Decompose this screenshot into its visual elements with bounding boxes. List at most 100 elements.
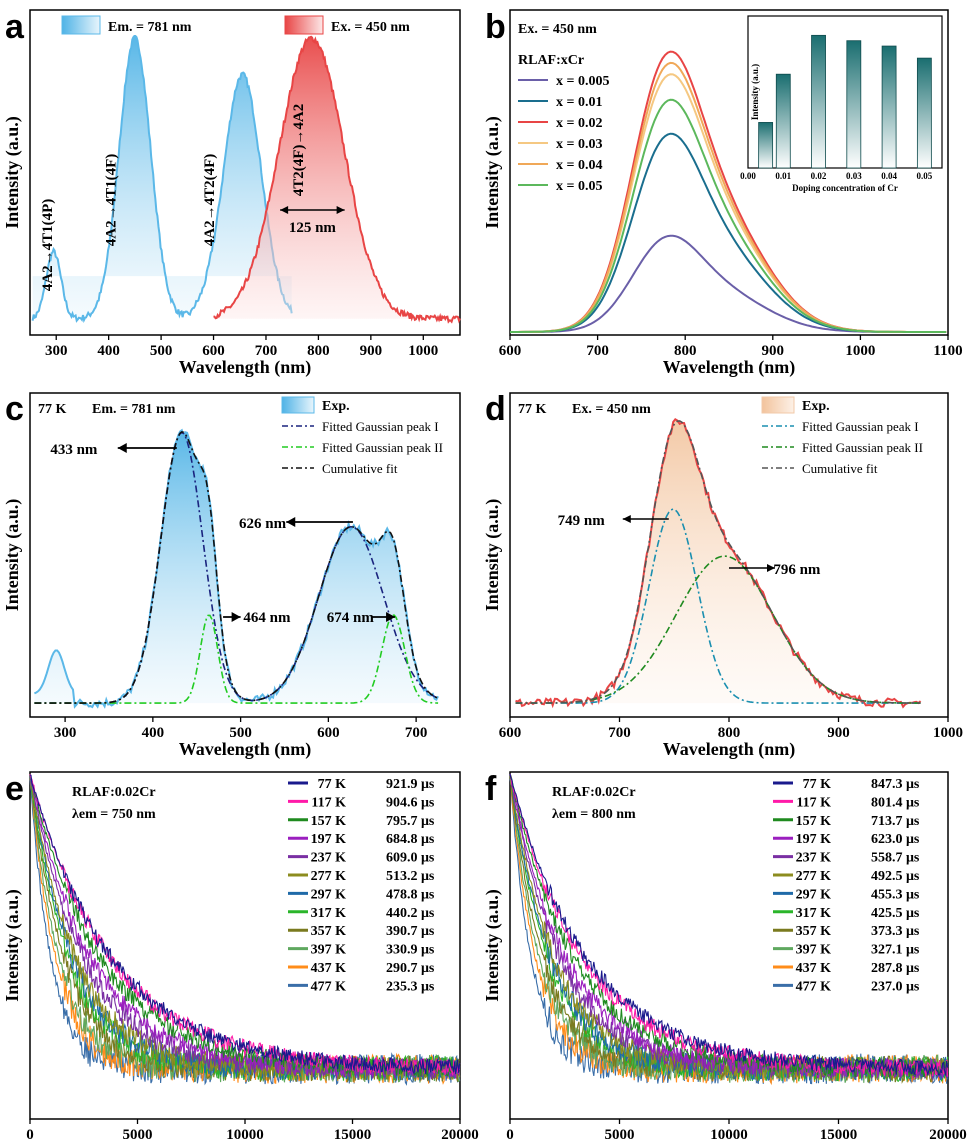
panel-header-left-d: 77 K <box>518 402 547 417</box>
inset-bar-b-1 <box>775 73 791 169</box>
x-tick-label-d-3: 900 <box>827 725 850 741</box>
series-line-c-gauss-II <box>34 614 439 704</box>
legend-label-f-10: 437 K <box>796 961 832 976</box>
inset-y-label-b: Intensity (a.u.) <box>750 64 760 120</box>
arrow-c-2-head <box>286 517 296 527</box>
legend-label-e-0: 77 K <box>318 777 347 792</box>
inset-bar-b-5 <box>916 57 932 169</box>
x-tick-label-a-3: 600 <box>202 343 225 359</box>
legend-label-e-8: 357 K <box>311 924 347 939</box>
legend-label-e-10: 437 K <box>311 961 347 976</box>
y-axis-label-c: Intensity (a.u.) <box>2 499 23 612</box>
legend-label-f-11: 477 K <box>796 979 832 994</box>
series-line-e-8 <box>29 776 461 1083</box>
arrow-d-0-head <box>622 515 631 523</box>
panel-label-a: a <box>5 8 25 46</box>
panel-c: c 300 400 500 600 700 Wavelength (nm) Intensity… <box>2 390 461 760</box>
legend-label-e-6: 297 K <box>311 887 347 902</box>
inset-bar-b-2 <box>811 34 826 169</box>
legend-lifetime-f-4: 558.7 μs <box>871 851 920 866</box>
legend-lifetime-f-10: 287.8 μs <box>871 961 920 976</box>
legend-label-e-4: 237 K <box>311 851 347 866</box>
x-tick-label-a-2: 500 <box>150 343 173 359</box>
legend-label-c-1: Fitted Gaussian peak I <box>322 419 439 434</box>
panel-frame-b <box>509 9 949 336</box>
inset-x-label-b: Doping concentration of Cr <box>792 183 898 193</box>
inset-bar-b-3 <box>846 40 862 169</box>
legend-swatch-c-0 <box>281 396 315 414</box>
inset-tick-label-b-1: 0.01 <box>775 171 791 181</box>
series-line-d-gauss-I <box>515 508 921 704</box>
series-line-e-3 <box>29 773 461 1079</box>
panel-e: e05000100001500020000Time (μs)Intensity … <box>2 770 479 1140</box>
legend-swatch-d-0 <box>761 396 795 414</box>
legend-lifetime-f-9: 327.1 μs <box>871 943 920 958</box>
annotation-a-2: 4A2→4T2(4F) <box>202 154 218 247</box>
y-axis-label-b: Intensity (a.u.) <box>482 116 503 229</box>
series-line-f-4 <box>509 773 949 1081</box>
legend-label-e-1: 117 K <box>311 795 346 810</box>
x-tick-label-f-4: 20000 <box>929 1127 967 1140</box>
x-tick-label-b-0: 600 <box>499 343 522 359</box>
legend-swatch-a-0 <box>61 15 101 35</box>
legend-lifetime-e-6: 478.8 μs <box>386 887 435 902</box>
panel-header-left-c: 77 K <box>38 402 67 417</box>
x-tick-label-d-4: 1000 <box>933 725 963 741</box>
annotation-c-2: 626 nm <box>239 516 287 532</box>
series-line-b-5 <box>510 98 947 333</box>
arrow-c-0-head <box>117 443 127 453</box>
x-tick-label-e-3: 15000 <box>334 1127 372 1140</box>
series-line-f-0 <box>509 773 949 1077</box>
x-tick-label-e-2: 10000 <box>226 1127 264 1140</box>
area-fill-a-0 <box>32 36 292 321</box>
y-axis-label-e: Intensity (a.u.) <box>2 889 23 1002</box>
panel-header-e: RLAF:0.02Cr <box>72 785 156 800</box>
series-line-e-9 <box>29 773 461 1083</box>
legend-lifetime-e-5: 513.2 μs <box>386 869 435 884</box>
panel-a: a 300 400 500 600 700 800 900 1000 Wavelength (nm… <box>2 8 461 378</box>
x-tick-label-a-4: 700 <box>255 343 278 359</box>
legend-lifetime-f-0: 847.3 μs <box>871 777 920 792</box>
legend-label-f-5: 277 K <box>796 869 832 884</box>
annotation-a-3: 4T2(4F)→4A2 <box>291 104 307 197</box>
inset-b: 0.00 0.01 0.02 0.03 0.04 0.05 Doping concentra… <box>740 15 943 193</box>
legend-label-e-5: 277 K <box>311 869 347 884</box>
legend-lifetime-e-0: 921.9 μs <box>386 777 435 792</box>
legend-label-f-0: 77 K <box>803 777 832 792</box>
x-tick-label-f-3: 15000 <box>820 1127 858 1140</box>
x-tick-label-e-0: 0 <box>26 1127 34 1140</box>
legend-label-b-1: x = 0.01 <box>556 95 602 110</box>
area-fill-a-1 <box>213 36 460 322</box>
legend-lifetime-f-1: 801.4 μs <box>871 795 920 810</box>
panel-d: d 600 700 800 900 1000 Wavelength (nm) Intensit… <box>482 390 963 760</box>
legend-label-b-3: x = 0.03 <box>556 137 602 152</box>
inset-tick-label-b-0: 0.00 <box>740 171 756 181</box>
legend-swatch-a-1 <box>284 15 324 35</box>
panel-lambda-e: λem = 750 nm <box>72 807 156 822</box>
legend-label-f-3: 197 K <box>796 832 832 847</box>
series-line-b-0 <box>510 234 947 333</box>
legend-label-f-4: 237 K <box>796 851 832 866</box>
series-line-a-1 <box>213 35 461 324</box>
series-line-e-5 <box>29 776 461 1081</box>
x-tick-label-e-4: 20000 <box>441 1127 479 1140</box>
panel-frame-c <box>29 392 461 718</box>
x-tick-label-a-7: 1000 <box>408 343 438 359</box>
legend-lifetime-e-7: 440.2 μs <box>386 906 435 921</box>
panel-header-right-c: Em. = 781 nm <box>92 402 176 417</box>
x-tick-label-b-3: 900 <box>762 343 785 359</box>
x-tick-label-c-1: 400 <box>142 725 165 741</box>
legend-label-f-2: 157 K <box>796 814 832 829</box>
legend-label-a-1: Ex. = 450 nm <box>331 20 410 35</box>
legend-lifetime-e-2: 795.7 μs <box>386 814 435 829</box>
legend-label-d-2: Fitted Gaussian peak II <box>802 440 923 455</box>
legend-lifetime-e-4: 609.0 μs <box>386 851 435 866</box>
annotation-a-4: 125 nm <box>289 220 337 236</box>
legend-label-f-7: 317 K <box>796 906 832 921</box>
y-axis-label-f: Intensity (a.u.) <box>482 889 503 1002</box>
x-tick-label-f-2: 10000 <box>710 1127 748 1140</box>
panel-header-right-d: Ex. = 450 nm <box>572 402 651 417</box>
inset-tick-label-b-5: 0.05 <box>916 171 932 181</box>
x-tick-label-f-1: 5000 <box>605 1127 635 1140</box>
